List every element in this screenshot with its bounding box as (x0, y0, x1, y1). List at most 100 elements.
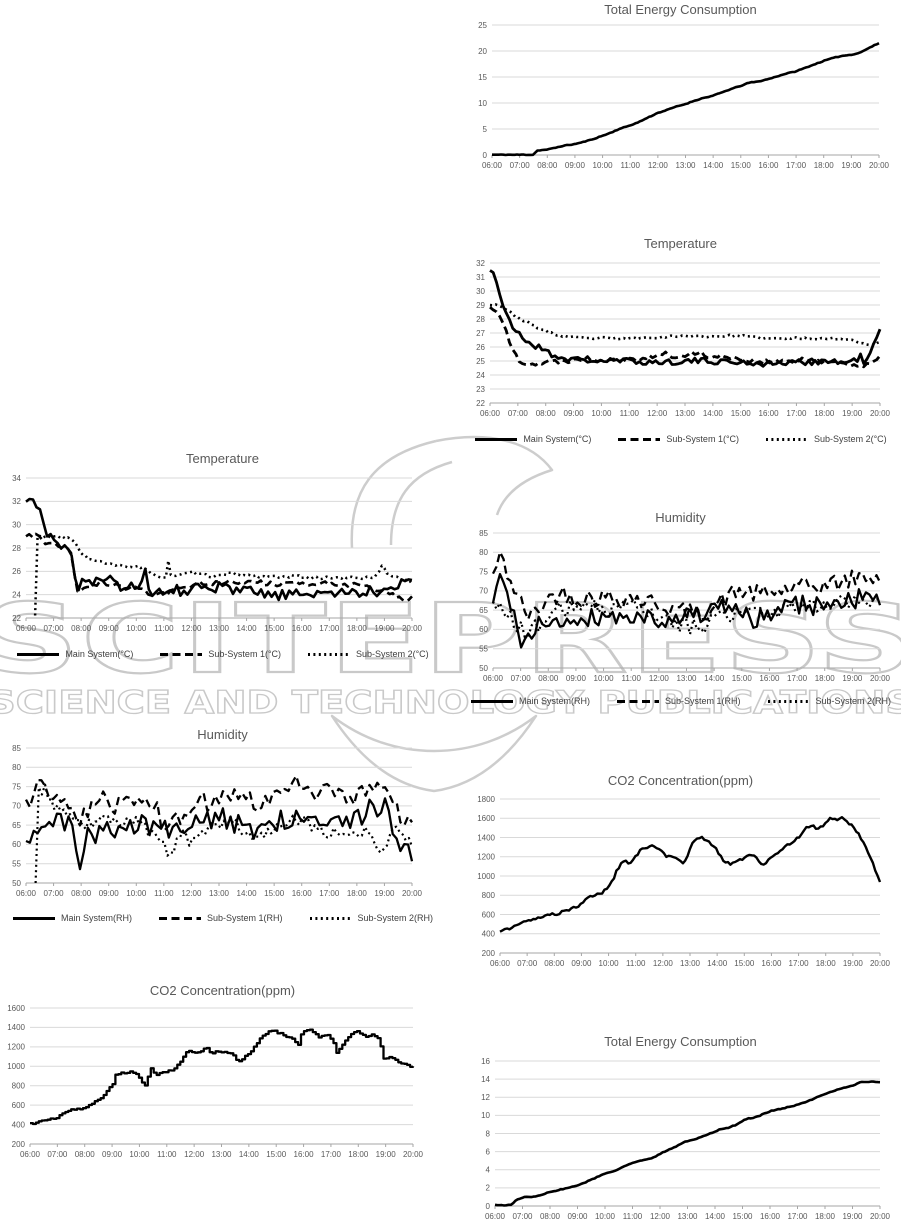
x-tick-label: 15:00 (734, 959, 755, 968)
y-tick-label: 1200 (477, 853, 495, 862)
y-tick-label: 1000 (7, 1062, 25, 1071)
y-tick-label: 24 (12, 590, 21, 599)
x-tick-label: 09:00 (102, 1150, 123, 1159)
y-tick-label: 0 (486, 1202, 491, 1211)
y-tick-label: 16 (481, 1057, 490, 1066)
x-tick-label: 06:00 (483, 674, 504, 683)
x-tick-label: 13:00 (676, 674, 697, 683)
x-tick-label: 19:00 (842, 409, 863, 418)
x-tick-label: 16:00 (760, 1212, 781, 1221)
x-tick-label: 10:00 (591, 409, 612, 418)
chart-total-energy-right-top: Total Energy Consumption 0 5 10 15 20 25 06:00… (460, 0, 901, 186)
legend-item-sub-system-1-rh: Sub-System 1(RH) (158, 913, 283, 923)
y-tick-label: 20 (478, 47, 487, 56)
x-tick-label: 11:00 (620, 161, 640, 170)
y-tick-label: 32 (12, 497, 21, 506)
x-tick-label: 07:00 (508, 409, 529, 418)
x-tick-label: 10:00 (599, 959, 620, 968)
y-tick-label: 30 (476, 287, 485, 296)
y-tick-label: 14 (481, 1075, 490, 1084)
y-tick-label: 1400 (477, 833, 495, 842)
x-tick-label: 11:00 (620, 409, 640, 418)
y-tick-label: 60 (479, 625, 488, 634)
x-tick-label: 09:00 (99, 624, 120, 633)
x-tick-label: 18:00 (814, 409, 835, 418)
y-tick-label: 400 (482, 930, 496, 939)
series-line-main-system-c (489, 269, 882, 368)
legend-label: Main System(RH) (60, 913, 132, 923)
y-tick-label: 23 (476, 385, 485, 394)
x-tick-label: 17:00 (786, 161, 807, 170)
x-tick-label: 16:00 (292, 624, 313, 633)
chart-legend: Main System(°C) Sub-System 1(°C) Sub-Syste… (0, 649, 445, 659)
y-tick-label: 75 (12, 782, 21, 791)
y-tick-label: 400 (12, 1120, 26, 1129)
x-tick-label: 07:00 (44, 889, 65, 898)
legend-label: Sub-System 2(RH) (357, 913, 434, 923)
x-tick-label: 12:00 (653, 959, 674, 968)
y-tick-label: 22 (12, 614, 21, 623)
y-tick-label: 1400 (7, 1023, 25, 1032)
series-line-total-energy (494, 1080, 881, 1207)
y-tick-label: 28 (476, 315, 485, 324)
y-tick-label: 5 (483, 125, 488, 134)
y-tick-label: 1800 (477, 795, 495, 804)
x-tick-label: 20:00 (870, 959, 891, 968)
legend-item-sub-system-2-rh: Sub-System 2(RH) (767, 696, 891, 706)
x-tick-label: 12:00 (649, 674, 670, 683)
legend-line-sample (475, 437, 518, 441)
legend-item-sub-system-1-rh: Sub-System 1(RH) (616, 696, 741, 706)
y-tick-label: 200 (12, 1140, 26, 1149)
legend-item-main-system-c: Main System(°C) (16, 649, 133, 659)
x-tick-label: 15:00 (266, 1150, 287, 1159)
plot-area: 50 55 60 65 70 75 80 85 06:00 07:00 08:00 09:00 10:0… (12, 744, 422, 898)
x-tick-label: 20:00 (870, 674, 891, 683)
plot-area: 22 23 24 25 26 27 28 29 30 31 32 06:00 07:00 08:00 09:… (476, 259, 890, 418)
x-tick-label: 15:00 (264, 889, 285, 898)
x-tick-label: 15:00 (731, 161, 752, 170)
x-tick-label: 14:00 (703, 161, 724, 170)
x-tick-label: 10:00 (593, 161, 614, 170)
y-tick-label: 55 (12, 860, 21, 869)
legend-label: Main System(RH) (518, 696, 590, 706)
y-tick-label: 34 (12, 474, 21, 483)
y-tick-label: 10 (481, 1111, 490, 1120)
x-tick-label: 20:00 (403, 1150, 424, 1159)
chart-title: CO2 Concentration(ppm) (607, 773, 754, 788)
x-tick-label: 18:00 (347, 889, 368, 898)
y-tick-label: 24 (476, 371, 485, 380)
chart-co2-left: CO2 Concentration(ppm) 200 400 600 800 1000 1… (0, 973, 445, 1165)
chart-total-energy-right-bottom: Total Energy Consumption 0 2 4 6 8 10 12 14 16 06… (460, 1018, 901, 1226)
x-tick-label: 19:00 (374, 889, 395, 898)
plot-area: 200 400 600 800 1000 1200 1400 1600 1800 06:00 07:… (477, 795, 891, 968)
legend-item-sub-system-2-c: Sub-System 2(°C) (307, 649, 429, 659)
legend-line-sample (470, 699, 513, 703)
series-line-co2 (499, 816, 882, 933)
x-tick-label: 08:00 (537, 161, 558, 170)
y-tick-label: 600 (12, 1101, 26, 1110)
x-tick-label: 07:00 (510, 161, 531, 170)
x-tick-label: 08:00 (71, 889, 92, 898)
y-tick-label: 26 (12, 567, 21, 576)
x-tick-label: 15:00 (264, 624, 285, 633)
series-line-co2 (30, 1028, 415, 1126)
legend-label: Main System(°C) (65, 649, 134, 659)
x-tick-label: 12:00 (181, 624, 202, 633)
y-tick-label: 25 (478, 21, 487, 30)
y-tick-label: 10 (478, 99, 487, 108)
chart-title: Humidity (655, 510, 706, 525)
y-tick-label: 800 (12, 1082, 26, 1091)
chart-legend: Main System(RH) Sub-System 1(RH) Sub-Syste… (0, 913, 445, 923)
legend-line-sample (616, 699, 659, 703)
y-tick-label: 1000 (477, 872, 495, 881)
x-tick-label: 06:00 (490, 959, 511, 968)
x-tick-label: 19:00 (841, 161, 862, 170)
y-tick-label: 50 (479, 664, 488, 673)
y-tick-label: 15 (478, 73, 487, 82)
x-tick-label: 10:00 (126, 889, 147, 898)
x-tick-label: 06:00 (16, 624, 37, 633)
series-line-main-system-c (25, 497, 413, 602)
x-tick-label: 14:00 (237, 889, 258, 898)
series-line-sub-system-2-rh (34, 783, 414, 884)
legend-line-sample (766, 437, 809, 441)
